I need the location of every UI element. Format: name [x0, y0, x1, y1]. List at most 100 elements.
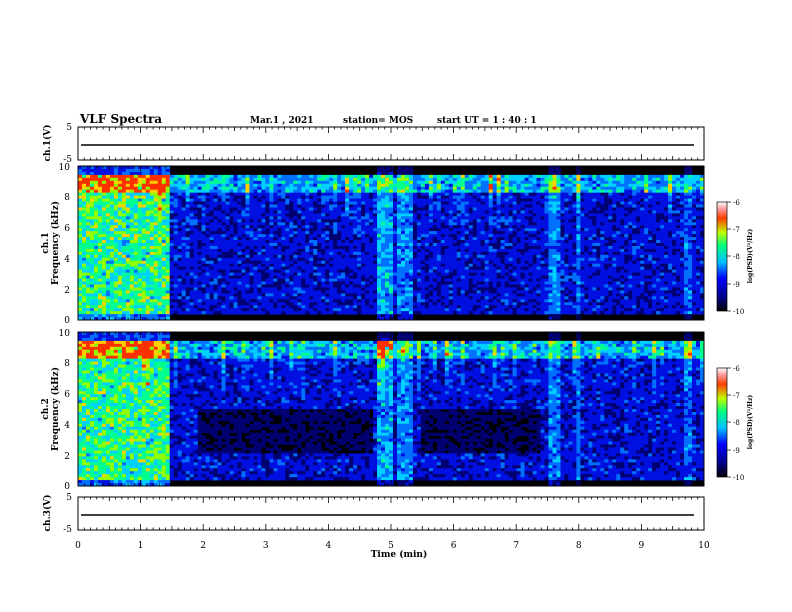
ch1-psd-cell	[301, 272, 306, 276]
ch1-psd-cell	[221, 263, 226, 268]
ch1-psd-cell	[341, 302, 346, 306]
ch1-psd-cell	[377, 245, 382, 250]
ch1-psd-cell	[329, 302, 334, 306]
ch1-psd-cell	[245, 302, 250, 306]
ch1-psd-cell	[249, 311, 254, 315]
ch1-psd-cell	[373, 281, 378, 285]
ch1-psd-cell	[165, 293, 171, 297]
ch1-psd-cell	[432, 234, 438, 238]
ch1-psd-cell	[464, 296, 470, 300]
ch1-psd-cell	[460, 284, 466, 288]
ch1-psd-cell	[193, 311, 199, 315]
ch1-psd-cell	[392, 189, 398, 194]
ch1-psd-cell	[85, 305, 91, 309]
ch1-psd-cell	[416, 311, 422, 315]
ch1-psd-cell	[432, 284, 438, 288]
ch1-psd-cell	[221, 248, 226, 253]
ch1-psd-cell	[464, 260, 470, 265]
ch1-psd-cell	[269, 213, 274, 217]
ch1-psd-cell	[341, 195, 346, 199]
ch1-psd-cell	[189, 254, 195, 259]
ch1-psd-cell	[345, 299, 350, 303]
ch1-psd-cell	[181, 219, 187, 223]
ch1-psd-cell	[261, 308, 266, 312]
ch1-psd-cell	[353, 177, 358, 182]
ch1-psd-cell	[125, 237, 131, 241]
ch1-psd-cell	[277, 231, 282, 235]
ch1-psd-cell	[389, 269, 394, 274]
ch1-psd-cell	[333, 248, 338, 253]
ch1-psd-cell	[161, 281, 167, 285]
ch1-psd-cell	[333, 177, 338, 182]
ch1-psd-cell	[392, 231, 398, 235]
ch1-psd-cell	[396, 275, 402, 279]
ch1-psd-cell	[169, 248, 175, 253]
ch1-psd-cell	[129, 287, 135, 291]
ch1-psd-cell	[400, 189, 406, 194]
ch1-psd-cell	[297, 251, 302, 256]
ch1-psd-cell	[369, 234, 374, 238]
ch1-psd-cell	[277, 243, 282, 247]
ch1-psd-cell	[233, 311, 238, 315]
ch1-psd-cell	[424, 311, 430, 315]
ch1-psd-cell	[309, 305, 314, 309]
ch1-psd-cell	[333, 299, 338, 303]
ch1-psd-cell	[241, 198, 246, 202]
ch1-psd-cell	[205, 189, 210, 194]
ch1-psd-cell	[301, 183, 306, 188]
ch1-psd-cell	[113, 225, 119, 229]
ch1-psd-cell	[301, 275, 306, 279]
ch1-psd-cell	[245, 216, 250, 220]
ch1-psd-cell	[241, 260, 246, 265]
ch1-psd-cell	[377, 254, 382, 259]
ch1-psd-cell	[229, 234, 234, 238]
ch1-psd-cell	[85, 272, 91, 276]
ch1-psd-cell	[113, 275, 119, 279]
ch1-psd-cell	[289, 299, 294, 303]
ch1-psd-cell	[145, 174, 151, 179]
ch1-psd-cell	[245, 284, 250, 288]
ch1-psd-cell	[129, 275, 135, 279]
ch1-psd-cell	[105, 198, 111, 202]
ch1-psd-cell	[341, 234, 346, 238]
ch1-psd-cell	[193, 290, 199, 294]
ch1-psd-cell	[436, 269, 442, 274]
ch1-psd-cell	[261, 302, 266, 306]
ch1-psd-cell	[448, 225, 454, 229]
ch1-psd-cell	[173, 174, 179, 179]
ch1-psd-cell	[452, 213, 458, 217]
ch1-psd-cell	[185, 183, 191, 188]
ch1-psd-cell	[121, 317, 127, 321]
ch1-psd-cell	[404, 281, 410, 285]
ch1-psd-cell	[333, 195, 338, 199]
ch1-psd-cell	[357, 201, 362, 205]
ch1-psd-cell	[109, 299, 115, 303]
ch1-psd-cell	[309, 177, 314, 182]
ch1-psd-cell	[177, 245, 183, 250]
ch1-psd-cell	[121, 251, 127, 256]
ch1-psd-cell	[416, 174, 422, 179]
ch1-psd-cell	[329, 216, 334, 220]
ch1-psd-cell	[257, 299, 262, 303]
ch1-psd-cell	[408, 180, 414, 185]
ch1-psd-cell	[416, 296, 422, 300]
ch1-psd-cell	[436, 213, 442, 217]
ch1-psd-cell	[377, 278, 382, 282]
ch1-psd-cell	[93, 210, 99, 214]
ch1-psd-cell	[78, 296, 83, 300]
ch1-psd-cell	[93, 275, 99, 279]
ch1-psd-cell	[392, 207, 398, 211]
ch1-psd-cell	[149, 299, 155, 303]
ch1-psd-cell	[105, 251, 111, 256]
ch1-psd-cell	[149, 266, 155, 271]
ch1-psd-cell	[400, 281, 406, 285]
ch1-psd-cell	[153, 219, 159, 223]
ch1-psd-cell	[333, 302, 338, 306]
ch1-psd-cell	[213, 296, 218, 300]
ch1-psd-cell	[245, 260, 250, 265]
ch1-psd-cell	[101, 296, 107, 300]
ch1-psd-cell	[261, 177, 266, 182]
ch1-psd-cell	[460, 278, 466, 282]
ch1-psd-cell	[185, 272, 191, 276]
ch1-psd-cell	[253, 302, 258, 306]
